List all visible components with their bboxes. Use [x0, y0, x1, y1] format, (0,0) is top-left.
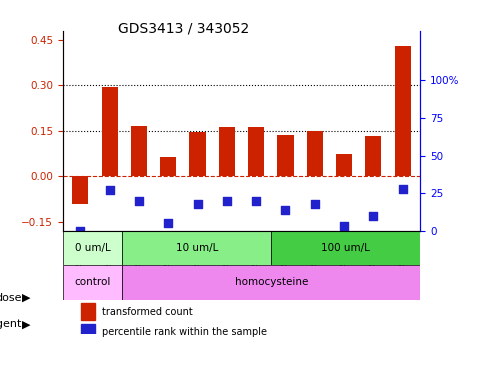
Point: [311, 201, 319, 207]
Bar: [395, 46, 411, 176]
Text: dose: dose: [0, 293, 22, 303]
Bar: [131, 126, 147, 176]
Point: [135, 198, 143, 204]
Text: control: control: [74, 278, 111, 288]
Point: [369, 213, 377, 219]
Text: 10 um/L: 10 um/L: [176, 243, 218, 253]
FancyBboxPatch shape: [122, 231, 271, 265]
Text: agent: agent: [0, 319, 22, 329]
Bar: [248, 127, 264, 176]
Point: [106, 187, 114, 193]
Bar: [189, 132, 206, 176]
Bar: [81, 303, 95, 320]
FancyBboxPatch shape: [63, 265, 122, 300]
Point: [252, 198, 260, 204]
Text: GDS3413 / 343052: GDS3413 / 343052: [118, 21, 249, 35]
Text: transformed count: transformed count: [102, 307, 193, 317]
FancyBboxPatch shape: [63, 231, 122, 265]
Bar: [160, 157, 176, 176]
Bar: [307, 131, 323, 176]
Bar: [81, 324, 95, 341]
Point: [194, 201, 201, 207]
Bar: [277, 135, 294, 176]
Text: 100 um/L: 100 um/L: [321, 243, 370, 253]
Bar: [365, 136, 382, 176]
Point: [399, 186, 407, 192]
Text: homocysteine: homocysteine: [235, 278, 308, 288]
Point: [340, 223, 348, 229]
FancyBboxPatch shape: [271, 231, 420, 265]
Point: [76, 228, 84, 234]
Bar: [72, 176, 88, 204]
Point: [223, 198, 231, 204]
Bar: [219, 127, 235, 176]
Bar: [336, 154, 352, 176]
Point: [164, 220, 172, 227]
Text: 0 um/L: 0 um/L: [75, 243, 111, 253]
Text: ▶: ▶: [22, 319, 31, 329]
Bar: [101, 87, 118, 176]
FancyBboxPatch shape: [122, 265, 420, 300]
Text: percentile rank within the sample: percentile rank within the sample: [102, 327, 267, 338]
Text: ▶: ▶: [22, 293, 31, 303]
Point: [282, 207, 289, 213]
